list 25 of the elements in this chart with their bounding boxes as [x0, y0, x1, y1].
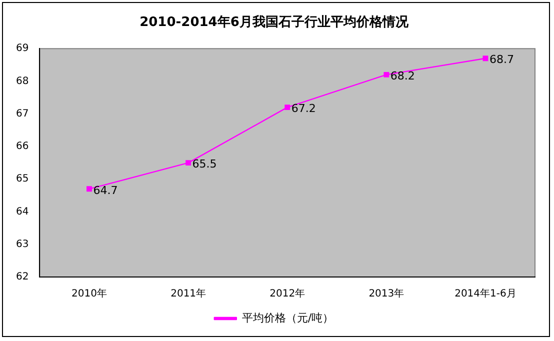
x-tick-label: 2011年 [170, 288, 206, 300]
x-tick-label: 2012年 [270, 288, 306, 300]
y-tick-label: 63 [16, 238, 29, 250]
data-label: 67.2 [291, 102, 316, 116]
y-tick-label: 62 [16, 272, 29, 283]
point [284, 104, 290, 110]
data-label: 65.5 [192, 158, 217, 171]
data-label: 64.7 [93, 184, 118, 197]
point [482, 56, 488, 62]
chart-title: 2010-2014年6月我国石子行业平均价格情况 [140, 14, 410, 30]
y-tick-label: 67 [16, 108, 29, 120]
data-label: 68.7 [489, 53, 514, 66]
y-tick-label: 64 [16, 206, 29, 218]
legend-label: 平均价格（元/吨） [242, 311, 334, 324]
y-tick-label: 68 [16, 76, 29, 87]
x-tick-label: 2010年 [72, 288, 107, 300]
point [384, 72, 390, 78]
point [86, 186, 92, 192]
point [186, 160, 192, 166]
y-tick-label: 66 [16, 141, 29, 152]
data-label: 68.2 [390, 70, 415, 83]
y-tick-label: 65 [16, 174, 29, 185]
x-tick-label: 2014年1-6月 [454, 288, 516, 300]
y-tick-label: 69 [16, 43, 29, 54]
x-tick-label: 2013年 [368, 288, 404, 300]
